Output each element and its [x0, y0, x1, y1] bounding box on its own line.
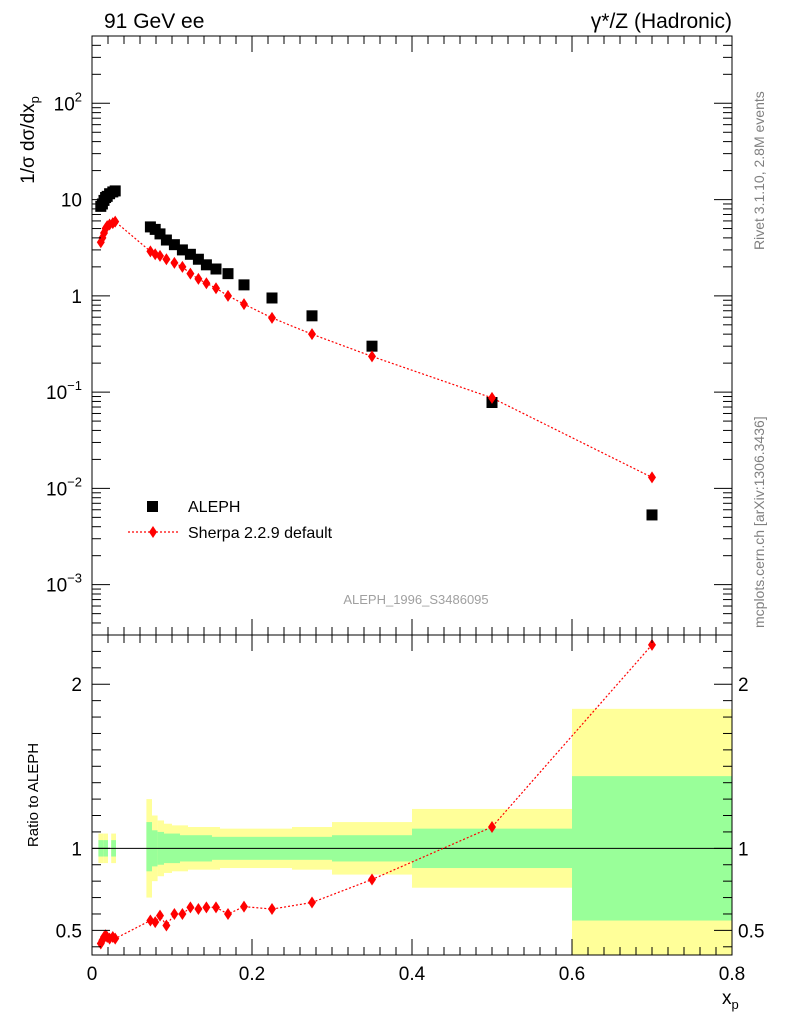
ratio-ytick-label-right: 1 — [738, 839, 749, 860]
main-mc-point — [186, 267, 195, 280]
ratio-xlabel: xp — [722, 988, 739, 1012]
main-data-point — [109, 185, 121, 197]
legend: ALEPH Sherpa 2.2.9 default — [128, 499, 333, 542]
ratio-mc-point — [648, 638, 656, 651]
analysis-label: ALEPH_1996_S3486095 — [343, 592, 488, 607]
ratio-mc-point — [308, 896, 316, 909]
main-ytick-label: 10−2 — [46, 474, 82, 500]
main-ytick-label: 10−3 — [46, 571, 82, 597]
main-frame — [91, 35, 733, 636]
main-ytick-label: 10−1 — [46, 378, 82, 404]
main-mc-point — [162, 253, 171, 266]
main-data-point — [160, 234, 172, 246]
main-mc-point — [194, 272, 203, 285]
ratio-mc-point — [488, 821, 496, 833]
main-data-point — [176, 244, 188, 256]
ratio-ytick-label: 2 — [71, 675, 82, 696]
main-data-point — [210, 263, 222, 275]
ratio-xlabel-text: xp — [722, 988, 739, 1012]
ratio-xtick-label: 0 — [87, 964, 98, 985]
ratio-mc-point — [178, 907, 187, 920]
ratio-ytick-label: 0.5 — [56, 921, 82, 942]
main-panel: 10−3 10−2 10−1 1 10 102 — [46, 35, 733, 636]
main-data-point — [366, 340, 378, 352]
main-mc-point — [488, 391, 496, 404]
main-ytick-label: 102 — [54, 89, 82, 115]
main-data-point — [184, 248, 196, 260]
main-mc-point — [170, 256, 179, 269]
main-mc-point — [648, 471, 656, 484]
main-data-point — [306, 310, 318, 322]
ratio-panel: 0.5 0.5 1 1 2 2 0 0.2 0.4 0.6 0.8 — [56, 634, 764, 985]
main-mc-point — [308, 328, 316, 341]
main-mc-point — [178, 260, 187, 273]
mcplots-label: mcplots.cern.ch [arXiv:1306.3436] — [751, 416, 767, 628]
ratio-mc-point — [268, 903, 276, 916]
main-ytick-label: 10 — [61, 191, 82, 212]
header-left: 91 GeV ee — [104, 10, 204, 33]
main-data-point — [238, 279, 250, 291]
main-mc-point — [212, 282, 220, 295]
main-data-point — [222, 268, 234, 280]
main-ylabel: 1/σ dσ/dxp — [18, 96, 42, 184]
main-data-point — [646, 509, 658, 521]
ratio-mc-point — [162, 919, 171, 932]
ratio-ytick-label-right: 0.5 — [738, 921, 764, 942]
legend-mc-label: Sherpa 2.2.9 default — [188, 525, 333, 542]
ratio-band-inner — [146, 822, 152, 872]
ratio-ytick-label-right: 2 — [738, 675, 749, 696]
ratio-mc-point — [186, 901, 195, 914]
ratio-xtick-label: 0.2 — [239, 964, 265, 985]
ratio-mc-point — [111, 932, 120, 945]
legend-data-label: ALEPH — [188, 499, 240, 516]
main-ylabel-text: 1/σ dσ/dxp — [18, 96, 42, 184]
main-mc-point — [111, 215, 120, 228]
ratio-ytick-label: 1 — [71, 839, 82, 860]
main-mc-point — [268, 311, 276, 324]
legend-data-marker — [147, 501, 158, 512]
main-data-point — [266, 292, 278, 304]
main-mc-point — [240, 298, 248, 311]
ratio-mc-point — [240, 900, 248, 913]
main-data-point — [192, 253, 204, 265]
ratio-xtick-label: 0.8 — [719, 964, 745, 985]
ratio-xtick-label: 0.4 — [399, 964, 426, 985]
ratio-ylabel: Ratio to ALEPH — [25, 743, 42, 847]
main-mc-point — [156, 249, 164, 262]
rivet-label: Rivet 3.1.10, 2.8M events — [751, 91, 767, 250]
header-right: γ*/Z (Hadronic) — [591, 10, 732, 33]
legend-mc-marker — [149, 526, 157, 538]
ratio-mc-point — [224, 907, 232, 920]
ratio-mc-point — [156, 909, 164, 922]
ratio-mc-line — [100, 644, 653, 944]
ratio-mc-point — [170, 907, 179, 920]
main-mc-point — [224, 289, 232, 302]
ratio-mc-point — [368, 873, 376, 886]
main-data-point — [154, 228, 166, 240]
ratio-mc-point — [212, 901, 220, 914]
main-mc-point — [202, 277, 211, 290]
main-mc-point — [368, 350, 376, 363]
ratio-mc-point — [194, 903, 203, 916]
main-ytick-label: 1 — [71, 287, 82, 308]
main-data-point — [168, 239, 180, 251]
ratio-xtick-label: 0.6 — [559, 964, 585, 985]
main-data-point — [200, 259, 212, 271]
ratio-mc-point — [202, 901, 211, 914]
ratio-mc-point — [151, 916, 160, 929]
